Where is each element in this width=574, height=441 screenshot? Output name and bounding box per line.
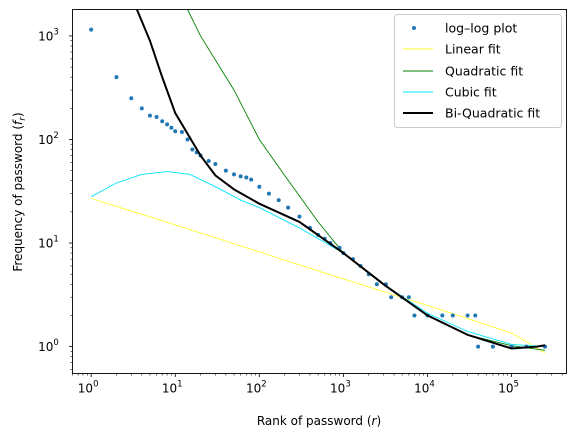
scatter-point	[412, 313, 417, 318]
legend-label: Linear fit	[445, 42, 501, 57]
y-tick-label: 103	[38, 27, 59, 43]
legend-label: Quadratic fit	[445, 64, 523, 79]
y-tick-label: 101	[38, 235, 59, 251]
scatter-point	[473, 313, 478, 318]
scatter-point	[440, 313, 445, 318]
scatter-point	[185, 137, 190, 142]
legend: log–log plot Linear fit Quadratic fit Cubic…	[394, 14, 562, 128]
plot-data-layer	[89, 9, 548, 354]
scatter-point	[374, 282, 379, 287]
scatter-point	[286, 205, 291, 210]
scatter-point	[249, 177, 254, 182]
scatter-point	[160, 119, 165, 124]
scatter-point	[465, 313, 470, 318]
legend-label: Bi-Quadratic fit	[445, 106, 540, 121]
legend-marker-scatter	[412, 26, 416, 30]
plot-area	[89, 9, 548, 354]
legend-label: Cubic fit	[445, 85, 497, 100]
scatter-point	[223, 168, 228, 173]
y-tick-label: 102	[38, 131, 59, 147]
scatter-point	[179, 130, 184, 135]
scatter-point	[297, 214, 302, 219]
scatter-point	[266, 191, 271, 196]
scatter-point	[276, 198, 281, 203]
axis-ticks-layer: 100 101 102 103 104 105 100 101 102 103	[38, 27, 563, 396]
plot-frame	[72, 9, 567, 374]
scatter-point	[213, 161, 218, 166]
scatter-point	[129, 96, 134, 101]
scatter-point	[450, 313, 455, 318]
x-tick-label: 104	[414, 380, 435, 396]
scatter-point	[154, 114, 159, 119]
scatter-point	[232, 172, 237, 177]
scatter-point	[190, 147, 195, 152]
x-tick-label: 103	[330, 380, 351, 396]
x-axis-label: Rank of password (r)	[257, 414, 381, 428]
fit-line-2	[90, 171, 546, 348]
scatter-point	[476, 344, 481, 349]
x-tick-label: 101	[162, 380, 183, 396]
scatter-point	[173, 129, 178, 134]
scatter-point	[238, 174, 243, 179]
scatter-point	[490, 344, 495, 349]
fit-line-3	[135, 9, 546, 350]
legend-label: log–log plot	[445, 21, 517, 36]
fit-line-0	[91, 197, 546, 354]
scatter-point	[406, 295, 411, 300]
scatter-point	[147, 113, 152, 118]
y-tick-label: 100	[38, 338, 59, 354]
scatter-point	[206, 158, 211, 163]
legend-frame	[394, 14, 562, 128]
scatter-point	[114, 75, 119, 80]
scatter-point	[244, 175, 249, 180]
scatter-point	[89, 27, 94, 32]
x-tick-label: 100	[78, 380, 99, 396]
y-axis-label: Frequency of password (fr)	[11, 112, 28, 271]
scatter-point	[389, 295, 394, 300]
x-tick-label: 102	[246, 380, 267, 396]
scatter-point	[165, 122, 170, 127]
scatter-point	[169, 125, 174, 130]
x-tick-label: 105	[498, 380, 519, 396]
scatter-point	[139, 106, 144, 111]
scatter-point	[257, 184, 262, 189]
